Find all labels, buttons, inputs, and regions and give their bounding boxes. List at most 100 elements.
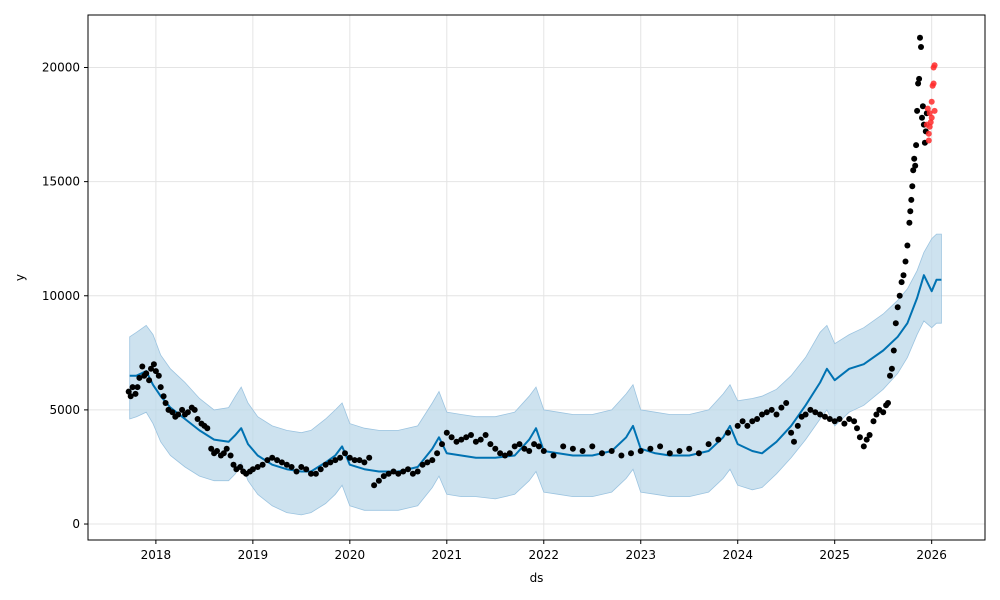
x-tick-label: 2018 (141, 548, 172, 562)
observed-point (831, 418, 838, 425)
observed-point (637, 448, 644, 454)
observed-point (424, 459, 431, 466)
observed-point (725, 429, 731, 436)
observed-point (502, 452, 508, 459)
observed-point (278, 459, 285, 466)
observed-point (695, 450, 702, 457)
observed-point (618, 452, 625, 459)
observed-point (472, 438, 479, 445)
observed-point (817, 411, 824, 418)
observed-point (907, 208, 914, 215)
observed-point (487, 441, 494, 448)
observed-point (846, 416, 853, 422)
observed-point (628, 450, 634, 457)
observed-point (150, 361, 157, 368)
observed-point (511, 443, 518, 450)
observed-point (676, 448, 683, 454)
observed-point (754, 416, 761, 422)
observed-point (535, 443, 542, 450)
x-tick-label: 2022 (528, 548, 559, 562)
observed-point (647, 445, 654, 452)
observed-point (194, 416, 201, 422)
y-axis-label: y (13, 274, 27, 281)
observed-point (904, 242, 911, 249)
holdout-point (924, 105, 931, 112)
y-tick-label: 5000 (49, 403, 80, 417)
observed-point (506, 450, 513, 457)
observed-point (918, 44, 924, 50)
observed-point (896, 292, 903, 299)
observed-point (894, 304, 901, 311)
y-tick-label: 0 (72, 517, 80, 531)
holdout-point (925, 137, 932, 144)
observed-point (366, 454, 373, 461)
observed-point (312, 470, 319, 477)
observed-point (826, 416, 833, 422)
observed-point (143, 370, 150, 377)
holdout-point (925, 130, 932, 137)
observed-point (870, 418, 877, 425)
observed-point (371, 482, 378, 489)
y-tick-label: 15000 (42, 175, 80, 189)
observed-point (298, 464, 305, 470)
observed-point (913, 142, 920, 149)
observed-point (184, 409, 191, 416)
observed-point (579, 448, 586, 454)
observed-point (148, 365, 154, 372)
observed-point (526, 448, 533, 454)
observed-point (332, 457, 339, 464)
observed-point (259, 461, 266, 468)
holdout-point (928, 98, 935, 105)
observed-point (909, 183, 916, 190)
observed-point (400, 468, 407, 475)
observed-point (453, 438, 460, 445)
observed-point (125, 388, 132, 395)
observed-point (129, 384, 136, 391)
observed-point (214, 448, 220, 454)
observed-point (380, 473, 387, 480)
observed-point (569, 445, 576, 452)
observed-point (919, 103, 926, 110)
observed-point (385, 470, 392, 477)
observed-point (911, 155, 918, 162)
holdout-point (927, 119, 934, 126)
observed-point (152, 368, 159, 375)
observed-point (439, 441, 445, 448)
observed-point (863, 436, 870, 443)
observed-point (686, 445, 693, 452)
forecast-line (129, 274, 942, 473)
observed-point (191, 406, 198, 413)
observed-point (390, 468, 397, 475)
observed-point (208, 445, 215, 452)
x-tick-label: 2023 (625, 548, 656, 562)
observed-point (550, 452, 557, 459)
observed-point (356, 457, 363, 464)
observed-point (854, 425, 860, 432)
observed-point (361, 459, 368, 466)
observed-point (254, 464, 261, 470)
observed-point (705, 441, 712, 448)
observed-point (715, 436, 722, 443)
x-tick-label: 2021 (432, 548, 463, 562)
observed-point (492, 445, 499, 452)
observed-point (880, 409, 887, 416)
observed-point (822, 413, 828, 420)
y-tick-label: 10000 (42, 289, 80, 303)
observed-point (917, 34, 923, 41)
x-tick-label: 2019 (238, 548, 269, 562)
observed-point (162, 400, 169, 406)
holdout-point (928, 114, 935, 121)
observed-point (179, 406, 186, 413)
observed-point (497, 450, 504, 457)
observed-point (860, 443, 867, 450)
observed-point (409, 470, 416, 477)
observed-point (146, 377, 153, 384)
holdout-points (923, 62, 938, 144)
observed-point (405, 466, 411, 473)
observed-point (778, 404, 785, 411)
observed-point (134, 384, 141, 391)
observed-point (900, 272, 907, 279)
observed-point (759, 411, 765, 418)
observed-point (227, 452, 234, 459)
observed-point (608, 448, 615, 454)
